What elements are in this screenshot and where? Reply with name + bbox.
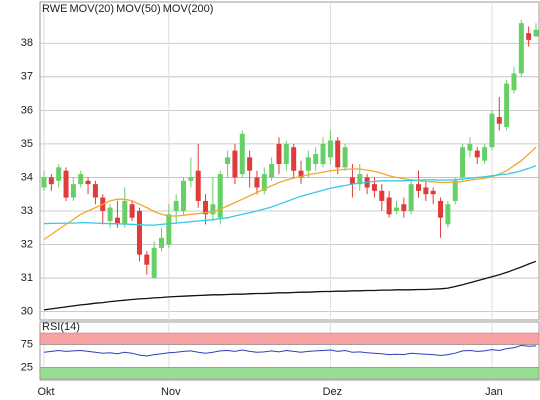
candle-body <box>489 113 495 148</box>
candle-body <box>460 147 466 178</box>
legend-entry: MOV(20) <box>69 3 114 15</box>
rsi-line <box>43 344 537 357</box>
y-tick-label: 30 <box>21 306 33 318</box>
candle-body <box>408 184 414 211</box>
candle-body <box>129 204 135 218</box>
moving-average-line <box>43 260 537 311</box>
candle-body <box>114 217 120 225</box>
candle-body <box>342 147 348 168</box>
legend-entry: MOV(50) <box>116 3 161 15</box>
candle-body <box>70 184 76 198</box>
candle-body <box>313 153 319 165</box>
x-tick-label: Nov <box>161 386 181 398</box>
candle-body <box>283 143 289 165</box>
candle-body <box>122 200 128 225</box>
candle-body <box>203 200 209 215</box>
y-tick-label: 33 <box>21 205 33 217</box>
candle-body <box>423 187 429 195</box>
candle-body <box>254 177 260 188</box>
candle-body <box>386 197 392 215</box>
legend-entry: MOV(200) <box>163 3 214 15</box>
candle-body <box>474 150 480 158</box>
candle-body <box>48 177 54 185</box>
candle-body <box>225 157 231 165</box>
candle-body <box>335 140 341 168</box>
candle-body <box>107 207 113 222</box>
candle-body <box>41 177 47 188</box>
candle-body <box>349 177 355 185</box>
candle-body <box>158 237 164 248</box>
candle-body <box>247 157 253 171</box>
candle-body <box>85 180 91 185</box>
candle-body <box>357 174 363 185</box>
candle-body <box>136 210 142 255</box>
candle-body <box>276 143 282 165</box>
candle-body <box>92 184 98 198</box>
y-tick-label: 75 <box>21 338 33 350</box>
candle-body <box>371 184 377 191</box>
candle-body <box>188 177 194 181</box>
candle-body <box>63 170 69 198</box>
candle-body <box>438 200 444 218</box>
candle-body <box>78 174 84 185</box>
candle-body <box>144 254 150 265</box>
y-tick-label: 34 <box>21 171 33 183</box>
moving-average-line <box>43 146 537 241</box>
candle-body <box>261 174 267 191</box>
candle-body <box>401 204 407 211</box>
y-tick-label: 35 <box>21 138 33 150</box>
candle-body <box>467 143 473 151</box>
candle-body <box>430 190 436 195</box>
candle-body <box>305 157 311 171</box>
x-tick-label: Okt <box>37 386 54 398</box>
panel-label: RSI(14) <box>42 321 80 333</box>
candle-body <box>173 200 179 211</box>
candle-body <box>496 117 502 124</box>
candle-body <box>298 170 304 178</box>
candle-body <box>526 33 532 40</box>
candle-body <box>291 147 297 171</box>
moving-average-line <box>43 165 537 226</box>
x-tick-label: Jan <box>485 386 503 398</box>
candle-body <box>482 147 488 161</box>
candle-body <box>151 247 157 279</box>
candle-body <box>232 150 238 178</box>
candle-body <box>166 214 172 245</box>
candle-body <box>210 204 216 215</box>
y-tick-label: 37 <box>21 71 33 83</box>
candle-body <box>320 143 326 165</box>
candle-body <box>269 164 275 178</box>
rsi-band <box>39 332 540 345</box>
candle-body <box>239 133 245 175</box>
candle-body <box>518 23 524 74</box>
candle-body <box>504 83 510 128</box>
candle-body <box>452 180 458 201</box>
y-tick-label: 25 <box>21 361 33 373</box>
candle-body <box>511 73 517 91</box>
candle-body <box>379 190 385 201</box>
candle-body <box>533 29 539 37</box>
candle-body <box>181 180 187 211</box>
rsi-layer: RSI(14) 25 75 <box>21 321 540 380</box>
candle-body <box>217 174 223 218</box>
y-tick-label: 32 <box>21 238 33 250</box>
x-tick-label: Dez <box>323 386 343 398</box>
rsi-band <box>39 367 540 380</box>
legend-entry: RWE <box>42 3 67 15</box>
candle-body <box>56 167 62 181</box>
candle-body <box>327 140 333 158</box>
y-tick-label: 38 <box>21 37 33 49</box>
candle-body <box>445 204 451 225</box>
y-tick-label: 36 <box>21 104 33 116</box>
candle-body <box>416 184 422 191</box>
price-layer: 30 31 32 33 34 35 36 37 38 Okt Nov Dez Jan RWE MOV(20)… <box>21 2 539 398</box>
price-panel <box>39 1 540 321</box>
candle-body <box>393 207 399 211</box>
candle-body <box>195 170 201 201</box>
y-tick-label: 31 <box>21 272 33 284</box>
